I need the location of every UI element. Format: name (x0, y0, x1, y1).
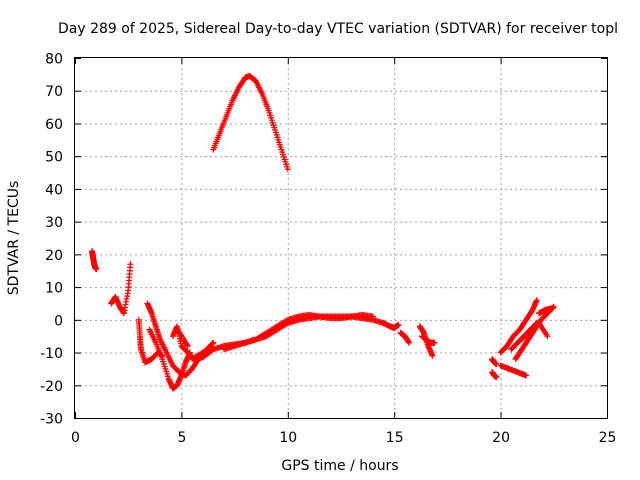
data-point (284, 166, 291, 173)
x-axis-title: GPS time / hours (281, 458, 398, 474)
series-arc-late-8 (535, 305, 555, 317)
series-arc-main-2 (220, 311, 376, 353)
x-tick-label: 10 (279, 430, 297, 446)
plot-frame (74, 57, 608, 419)
data-point (283, 317, 290, 324)
series-arc-early-1 (89, 248, 100, 273)
data-point (431, 339, 438, 346)
y-tick-label: 80 (45, 52, 63, 68)
data-point (429, 352, 436, 359)
data-point (127, 261, 134, 268)
x-tick-label: 25 (599, 430, 617, 446)
data-point (210, 339, 217, 346)
data-point (369, 313, 376, 320)
series-arc-early-5 (146, 326, 193, 392)
data-point (533, 297, 540, 304)
data-point (493, 374, 500, 381)
y-tick-label: -20 (40, 379, 63, 395)
y-tick-label: -10 (40, 346, 63, 362)
series-arc-late-2 (489, 369, 500, 381)
y-tick-label: 50 (45, 150, 63, 166)
series-arc-early-3 (135, 316, 166, 366)
data-point (493, 361, 500, 367)
x-tick-label: 20 (492, 430, 510, 446)
data-point (209, 340, 216, 347)
data-point (523, 372, 530, 379)
y-tick-label: -30 (40, 412, 63, 428)
series-arc-late-7 (518, 320, 551, 343)
series-arc-early-2 (108, 261, 134, 317)
chart-title: Day 289 of 2025, Sidereal Day-to-day VTE… (58, 21, 618, 37)
y-tick-label: 20 (45, 248, 63, 264)
data-point (395, 321, 402, 328)
series-arc-late-1 (489, 356, 500, 367)
series-arc-peak (210, 73, 291, 173)
grid (75, 58, 607, 418)
y-axis-title: SDTVAR / TECUs (6, 181, 22, 296)
series-arc-mid-2 (397, 329, 413, 346)
y-tick-label: 30 (45, 215, 63, 231)
y-tick-labels: -30 -20 -10 0 10 20 30 40 50 60 70 80 (40, 52, 63, 428)
data-point (184, 343, 191, 349)
data-point (548, 305, 555, 312)
series-arc-late-3 (497, 297, 540, 356)
series-arc-mid-1 (380, 320, 402, 331)
x-tick-label: 15 (386, 430, 404, 446)
y-tick-label: 60 (45, 117, 63, 133)
data-point (93, 266, 100, 273)
x-tick-label: 0 (71, 430, 80, 446)
y-tick-label: 10 (45, 281, 63, 297)
data-point (183, 341, 190, 348)
y-tick-label: 40 (45, 182, 63, 198)
series-arc-late-4 (497, 362, 530, 379)
axis-ticks (75, 58, 608, 419)
data-points (89, 73, 557, 392)
y-tick-label: 70 (45, 84, 63, 100)
x-tick-labels: 0 5 10 15 20 25 (71, 430, 616, 446)
data-point (544, 333, 551, 340)
series-arc-early-7 (174, 326, 191, 349)
x-tick-label: 5 (177, 430, 186, 446)
data-point (406, 339, 413, 346)
data-point (198, 350, 205, 357)
series-arc-mid-4 (418, 333, 438, 346)
y-tick-label: 0 (54, 313, 63, 329)
